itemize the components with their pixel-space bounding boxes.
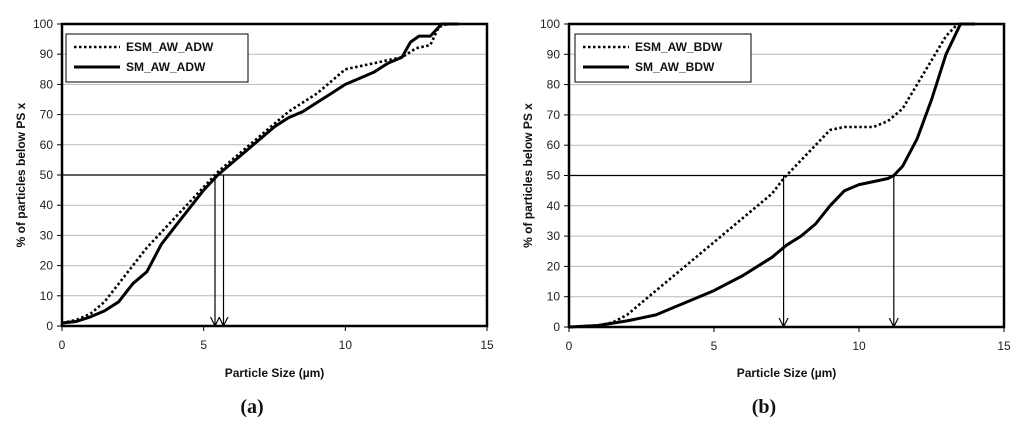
y-tick-label: 10 — [547, 290, 561, 304]
panel-label: (a) — [240, 396, 263, 418]
y-tick-label: 0 — [553, 320, 560, 334]
x-tick-label: 0 — [566, 339, 573, 353]
x-axis-label: Particle Size (µm) — [225, 366, 325, 380]
y-tick-label: 60 — [40, 138, 54, 152]
x-tick-label: 0 — [59, 338, 66, 352]
x-axis-label: Particle Size (µm) — [737, 366, 837, 380]
y-tick-label: 40 — [40, 198, 54, 212]
y-tick-label: 30 — [547, 229, 561, 243]
y-tick-label: 90 — [547, 47, 561, 61]
series-line-dotted — [568, 22, 975, 329]
series-line-solid — [61, 22, 459, 325]
x-tick-label: 15 — [480, 338, 494, 352]
y-tick-label: 100 — [540, 17, 560, 31]
legend-entry: SM_AW_BDW — [635, 60, 715, 74]
y-tick-label: 50 — [40, 168, 54, 182]
legend: ESM_AW_ADW SM_AW_ADW — [65, 33, 249, 83]
chart-panel-a: 0 10 20 30 40 50 60 70 80 90 100 0 5 10 15 Particle Siz… — [14, 17, 494, 418]
y-tick-label: 90 — [40, 47, 54, 61]
x-tick-label: 10 — [852, 339, 866, 353]
y-tick-label: 80 — [547, 78, 561, 92]
x-tick-label: 5 — [711, 339, 718, 353]
series-line-solid — [568, 22, 975, 329]
y-tick-label: 40 — [547, 199, 561, 213]
panel-label: (b) — [752, 396, 776, 418]
y-tick-label: 30 — [40, 228, 54, 242]
y-tick-label: 70 — [40, 108, 54, 122]
y-tick-label: 100 — [33, 17, 53, 31]
y-tick-label: 0 — [46, 319, 53, 333]
y-tick-label: 70 — [547, 108, 561, 122]
y-axis-label: % of particles below PS x — [521, 103, 535, 248]
y-tick-label: 60 — [547, 138, 561, 152]
legend-entry: ESM_AW_BDW — [635, 40, 723, 54]
y-tick-label: 20 — [40, 259, 54, 273]
legend-entry: SM_AW_ADW — [126, 60, 206, 74]
legend-box — [65, 33, 249, 83]
y-tick-label: 50 — [547, 169, 561, 183]
x-tick-label: 10 — [339, 338, 353, 352]
y-tick-label: 10 — [40, 289, 54, 303]
y-tick-label: 80 — [40, 77, 54, 91]
y-tick-label: 20 — [547, 259, 561, 273]
x-tick-label: 15 — [997, 339, 1011, 353]
chart-panel-b: 0 10 20 30 40 50 60 70 80 90 100 0 5 10 15 Particle Siz… — [521, 17, 1011, 418]
x-tick-label: 5 — [200, 338, 207, 352]
legend-entry: ESM_AW_ADW — [126, 40, 214, 54]
legend: ESM_AW_BDW SM_AW_BDW — [574, 33, 752, 83]
y-axis-label: % of particles below PS x — [14, 102, 28, 247]
legend-box — [574, 33, 752, 83]
